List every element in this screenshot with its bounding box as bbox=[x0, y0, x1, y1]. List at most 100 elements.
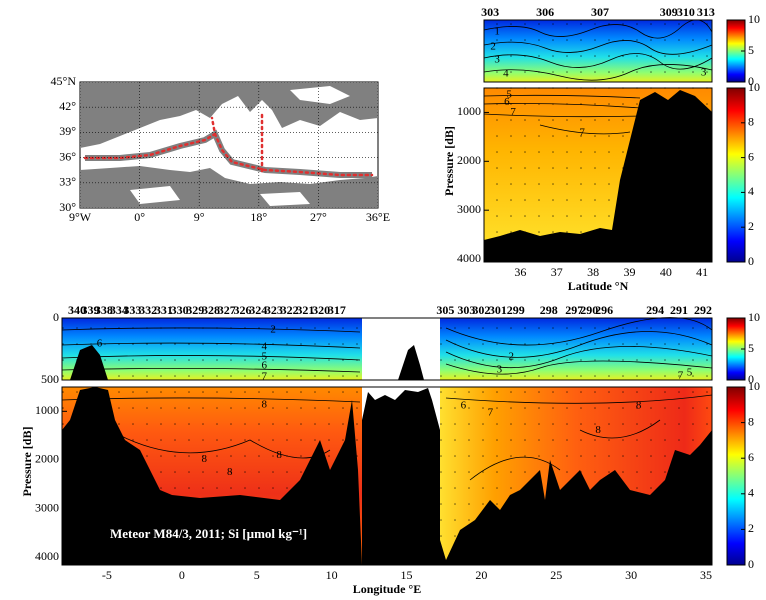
station-label: 338 bbox=[95, 303, 113, 317]
section-lower: Meteor M84/3, 2011; Si [µmol kg⁻¹] bbox=[61, 317, 746, 566]
colorbar-label: 8 bbox=[748, 414, 754, 428]
contour-label: 7 bbox=[678, 370, 684, 382]
colorbar bbox=[726, 87, 746, 263]
station-label: 322 bbox=[281, 303, 299, 317]
x-tick-label: 0° bbox=[134, 210, 145, 224]
colorbar-label: 2 bbox=[748, 521, 754, 535]
station-label: 313 bbox=[697, 5, 715, 19]
y-tick-label: 3000 bbox=[457, 202, 481, 216]
x-axis-label: Longitude °E bbox=[353, 582, 421, 596]
contour-label: 8 bbox=[227, 466, 233, 478]
station-label: 303 bbox=[457, 303, 475, 317]
section-upper bbox=[483, 19, 746, 263]
station-label: 298 bbox=[540, 303, 558, 317]
x-tick-label: 5 bbox=[254, 568, 260, 582]
y-tick-label: 4000 bbox=[35, 549, 59, 563]
x-tick-label: 41 bbox=[696, 265, 708, 279]
contour-label: 2 bbox=[509, 351, 515, 363]
station-label: 307 bbox=[591, 5, 609, 19]
y-tick-label: 30° bbox=[59, 200, 76, 214]
colorbar-label: 6 bbox=[748, 149, 754, 163]
sample-dots bbox=[484, 20, 712, 262]
x-tick-label: 9° bbox=[194, 210, 205, 224]
station-label: 305 bbox=[436, 303, 454, 317]
y-tick-label: 36° bbox=[59, 149, 76, 163]
station-label: 310 bbox=[677, 5, 695, 19]
sample-dots bbox=[62, 318, 362, 565]
x-tick-label: 38 bbox=[587, 265, 599, 279]
station-label: 302 bbox=[472, 303, 490, 317]
frame bbox=[61, 386, 713, 566]
contour-label: 7 bbox=[510, 106, 516, 118]
contour-label: 8 bbox=[595, 424, 601, 436]
station-label: 297 bbox=[565, 303, 583, 317]
station-label: 317 bbox=[328, 303, 346, 317]
x-tick-label: 36°E bbox=[366, 210, 390, 224]
station-label: 326 bbox=[233, 303, 251, 317]
contour-label: 3 bbox=[701, 66, 707, 78]
colorbar-label: 0 bbox=[748, 254, 754, 268]
station-label: 327 bbox=[218, 303, 236, 317]
x-tick-label: 40 bbox=[660, 265, 672, 279]
x-tick-label: 27° bbox=[310, 210, 327, 224]
frame bbox=[483, 87, 713, 263]
contour-label: 6 bbox=[97, 338, 103, 350]
contour-label: 8 bbox=[276, 449, 282, 461]
colorbar-label: 0 bbox=[748, 557, 754, 571]
land-gaps bbox=[130, 186, 310, 206]
colorbar-label: 4 bbox=[748, 184, 754, 198]
contour-label: 7 bbox=[488, 406, 494, 418]
x-axis-label: Latitude °N bbox=[568, 279, 629, 293]
x-tick-label: 39 bbox=[623, 265, 635, 279]
y-tick-label: 3000 bbox=[35, 500, 59, 514]
station-track bbox=[83, 113, 374, 177]
station-label: 329 bbox=[186, 303, 204, 317]
colorbar-label: 10 bbox=[748, 310, 760, 324]
station-label: 309 bbox=[660, 5, 678, 19]
station-label: 299 bbox=[507, 303, 525, 317]
colorbar-label: 6 bbox=[748, 450, 754, 464]
black-sea bbox=[290, 86, 350, 104]
colorbar-label: 0 bbox=[748, 372, 754, 386]
x-tick-label: 25 bbox=[550, 568, 562, 582]
contour-label: 2 bbox=[270, 324, 276, 336]
contour-label: 2 bbox=[490, 41, 496, 53]
y-tick-label: 1000 bbox=[35, 403, 59, 417]
contour-label: 6 bbox=[504, 96, 510, 108]
station-label: 320 bbox=[312, 303, 330, 317]
x-tick-label: 20 bbox=[475, 568, 487, 582]
station-label: 332 bbox=[139, 303, 157, 317]
y-tick-label: 33° bbox=[59, 175, 76, 189]
x-tick-label: 9°W bbox=[69, 210, 92, 224]
contour-label: 7 bbox=[579, 126, 585, 138]
x-tick-label: 37 bbox=[551, 265, 563, 279]
x-tick-label: 30 bbox=[625, 568, 637, 582]
colorbar-label: 8 bbox=[748, 115, 754, 129]
station-label: 323 bbox=[265, 303, 283, 317]
colorbar-label: 5 bbox=[748, 341, 754, 355]
station-label: 328 bbox=[202, 303, 220, 317]
contour-label: 3 bbox=[494, 54, 500, 66]
contour-label: 5 bbox=[687, 367, 693, 379]
x-tick-label: 10 bbox=[326, 568, 338, 582]
contour-label: 8 bbox=[202, 453, 208, 465]
x-tick-label: -5 bbox=[102, 568, 112, 582]
colorbar bbox=[726, 386, 746, 566]
colorbar-label: 10 bbox=[748, 80, 760, 94]
station-label: 294 bbox=[646, 303, 664, 317]
station-label: 303 bbox=[481, 5, 499, 19]
contour-label: 5 bbox=[506, 88, 512, 100]
contour-label: 3 bbox=[497, 363, 503, 375]
contour-label: 8 bbox=[636, 399, 642, 411]
colorbar-label: 5 bbox=[748, 43, 754, 57]
x-tick-label: 18° bbox=[250, 210, 267, 224]
contour-label: 4 bbox=[261, 341, 267, 353]
x-tick-label: 35 bbox=[700, 568, 712, 582]
y-axis-label: Pressure [dB] bbox=[20, 427, 34, 497]
y-tick-label: 42° bbox=[59, 99, 76, 113]
frame bbox=[483, 19, 713, 83]
y-tick-label: 39° bbox=[59, 124, 76, 138]
contour-label: 7 bbox=[261, 371, 267, 383]
station-label: 306 bbox=[536, 5, 554, 19]
contour-label: 4 bbox=[503, 67, 509, 79]
